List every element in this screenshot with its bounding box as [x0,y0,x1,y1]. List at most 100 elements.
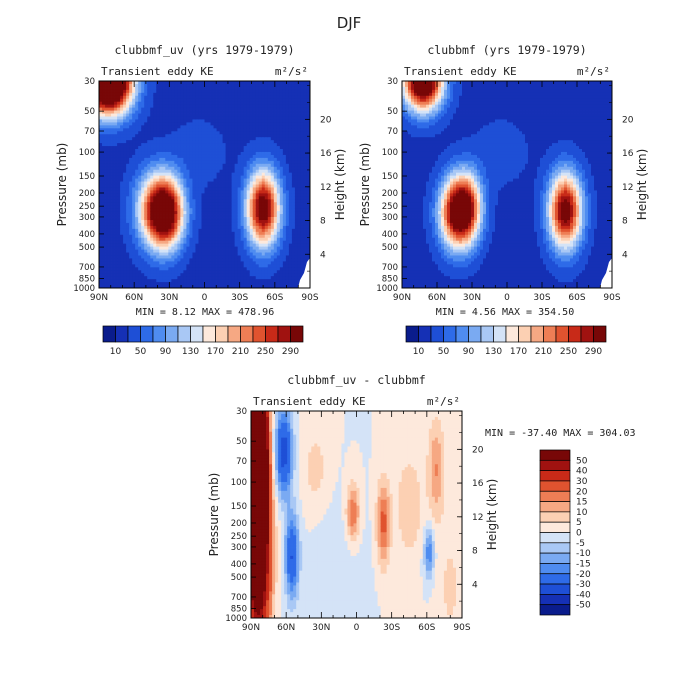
colorbar-swatch [530,325,544,343]
height-axis-label: Height (km) [635,149,649,220]
colorbar-swatch [539,449,571,461]
y-tick-label: 100 [231,478,247,488]
colorbar-swatch [580,325,594,343]
colorbar-swatch [115,325,129,343]
y-tick-label: 250 [231,532,247,542]
colorbar-swatch [405,325,419,343]
panel-units: m²/s² [427,395,460,408]
y-tick-label: 70 [387,127,398,137]
panel-1: clubbmf_uv (yrs 1979-1979) Transient eddy… [55,43,347,357]
colorbar-label: -10 [576,549,591,559]
height-tick-label: 8 [320,217,326,227]
x-tick-label: 60S [266,293,283,303]
x-tick-label: 90N [90,293,108,303]
x-tick-label: 60S [568,293,585,303]
x-tick-label: 30S [533,293,550,303]
colorbar-label: -40 [576,590,591,600]
height-tick-label: 20 [320,115,332,125]
height-axis-label: Height (km) [333,149,347,220]
colorbar-swatch [152,325,166,343]
y-axis-label: Pressure (mb) [55,143,69,227]
y-tick-label: 70 [236,457,247,467]
y-tick-label: 500 [231,573,247,583]
height-axis-label: Height (km) [485,479,499,550]
colorbar-swatch [539,501,571,513]
colorbar-swatch [539,604,571,616]
x-tick-label: 30N [160,293,178,303]
y-tick-label: 30 [387,77,398,87]
colorbar-swatch [265,325,279,343]
x-tick-label: 60N [277,623,295,633]
colorbar-swatch [480,325,494,343]
colorbar-swatch [493,325,507,343]
colorbar-swatch [539,583,571,595]
heatmap-cells [402,81,612,288]
colorbar-swatch [539,594,571,606]
colorbar-label: 290 [585,347,602,357]
colorbar-swatch [568,325,582,343]
panel-left-label: Transient eddy KE [253,395,366,408]
colorbar-swatch [539,480,571,492]
panel-title: clubbmf (yrs 1979-1979) [427,43,586,57]
colorbar-label: 90 [463,347,475,357]
colorbar-swatch [593,325,607,343]
colorbar-swatch [539,542,571,554]
heatmap-cells [251,411,462,618]
y-tick-label: 150 [382,172,398,182]
colorbar-label: 130 [182,347,199,357]
colorbar-swatch [539,521,571,533]
y-tick-label: 100 [79,148,95,158]
colorbar-swatch [518,325,532,343]
colorbar-label: 290 [282,347,299,357]
y-tick-label: 50 [84,107,95,117]
y-tick-label: 250 [79,202,95,212]
x-tick-label: 0 [354,623,360,633]
colorbar-label: 30 [576,477,588,487]
panel-units: m²/s² [577,65,610,78]
colorbar-swatch [240,325,254,343]
panel-units: m²/s² [275,65,308,78]
colorbar-label: 250 [257,347,274,357]
x-tick-label: 30S [231,293,248,303]
height-tick-label: 12 [622,183,633,193]
y-tick-label: 400 [382,230,398,240]
y-tick-label: 150 [79,172,95,182]
colorbar-swatch [443,325,457,343]
colorbar-swatch [539,552,571,564]
colorbar-swatch [140,325,154,343]
height-tick-label: 8 [472,547,478,557]
x-tick-label: 0 [504,293,510,303]
height-tick-label: 8 [622,217,628,227]
colorbar-label: 170 [207,347,224,357]
colorbar-label: 90 [160,347,172,357]
panel-title: clubbmf_uv - clubbmf [287,373,425,387]
colorbar-swatch [539,532,571,544]
colorbar-swatch [102,325,116,343]
height-tick-label: 20 [472,445,484,455]
y-axis-label: Pressure (mb) [207,473,221,557]
x-tick-label: 90N [393,293,411,303]
colorbar-label: 10 [576,508,588,518]
x-tick-label: 90S [301,293,318,303]
height-tick-label: 4 [320,250,326,260]
y-tick-label: 400 [79,230,95,240]
colorbar-swatch [227,325,241,343]
x-tick-label: 30S [383,623,400,633]
y-tick-label: 250 [382,202,398,212]
colorbar-label: 0 [576,529,582,539]
min-max-stats: MIN = 8.12 MAX = 478.96 [136,307,274,318]
colorbar-label: 10 [110,347,122,357]
x-tick-label: 60N [125,293,143,303]
height-tick-label: 16 [472,479,484,489]
colorbar-label: 130 [485,347,502,357]
y-tick-label: 700 [231,593,247,603]
colorbar-swatch [202,325,216,343]
colorbar-swatch [539,490,571,502]
colorbar-swatch [539,563,571,575]
colorbar-label: 50 [135,347,147,357]
colorbar-label: -15 [576,559,591,569]
y-tick-label: 500 [382,243,398,253]
colorbar-label: 20 [576,487,588,497]
